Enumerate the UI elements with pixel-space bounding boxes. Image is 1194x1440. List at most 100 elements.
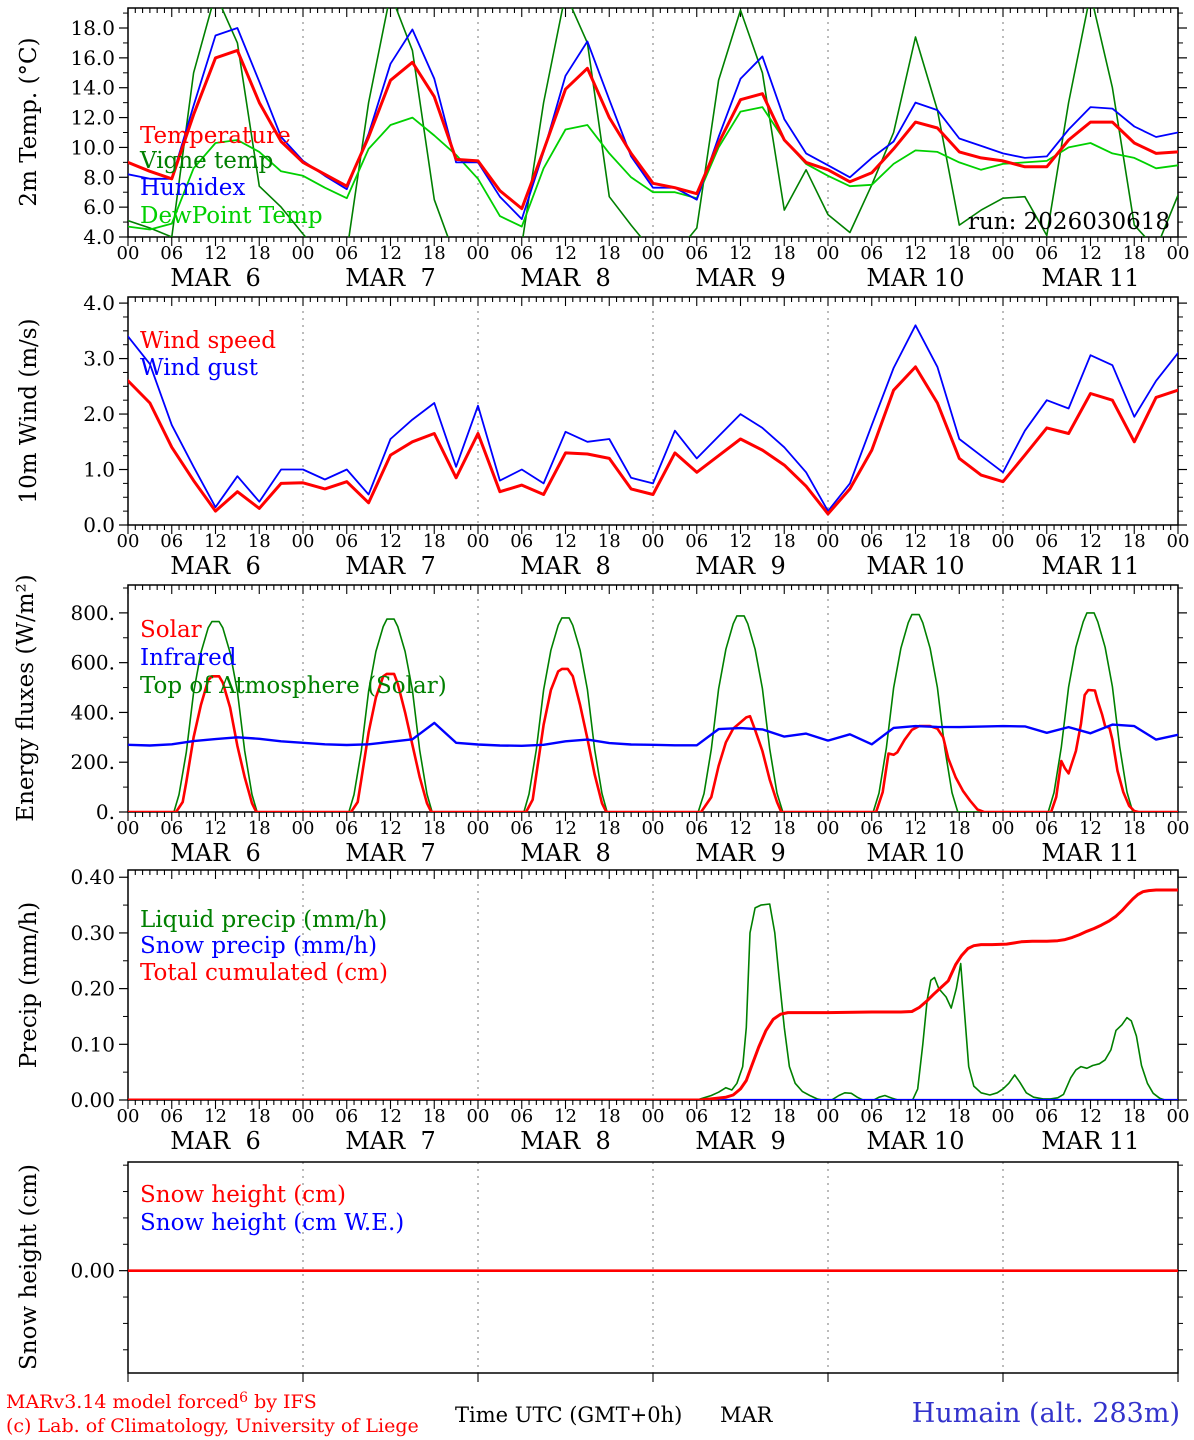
hour-label: 18 — [948, 243, 971, 264]
hour-label: 18 — [773, 243, 796, 264]
hour-label: 06 — [1035, 1106, 1058, 1127]
y-axis-label-temp: 2m Temp. (°C) — [16, 37, 42, 206]
y-tick-label: 0.00 — [70, 1088, 115, 1112]
day-label: MAR 6 — [170, 839, 261, 867]
y-axis-label-wind: 10m Wind (m/s) — [16, 318, 42, 503]
hour-label: 12 — [379, 243, 402, 264]
day-label: MAR 8 — [520, 264, 611, 292]
hour-label: 00 — [292, 243, 315, 264]
y-tick-label: 800. — [70, 601, 115, 625]
legend-vigne-temp: Vigne temp — [139, 148, 273, 174]
hour-label: 06 — [510, 818, 533, 839]
panel-snow-height: 0.00 Snow height (cm)Snow height (cm W.E.… — [70, 1161, 1187, 1382]
day-label: MAR 11 — [1041, 264, 1139, 292]
panel-wind-10m: 4.03.02.01.00.000 06 12 18 00 06 12 18 00 06 12 18 0… — [83, 291, 1189, 580]
hour-label: 00 — [467, 1106, 490, 1127]
legend-liquid-precip-mm-h: Liquid precip (mm/h) — [140, 907, 387, 933]
y-tick-label: 400. — [70, 700, 115, 724]
day-label: MAR 9 — [695, 552, 786, 580]
series-total-cumulated — [128, 888, 1178, 1100]
hour-label: 18 — [598, 243, 621, 264]
day-label: MAR 8 — [520, 1127, 611, 1155]
hour-label: 12 — [1079, 818, 1102, 839]
day-label: MAR 11 — [1041, 839, 1139, 867]
hour-label: 18 — [423, 531, 446, 552]
hour-label: 00 — [292, 818, 315, 839]
panels-layer: 18.016.014.012.010.08.06.04.000 06 12 18 00 0… — [70, 7, 1189, 1382]
day-label: MAR 7 — [345, 264, 436, 292]
hour-label: 00 — [817, 531, 840, 552]
hour-label: 18 — [948, 1106, 971, 1127]
hour-label: 06 — [510, 243, 533, 264]
hour-label: 06 — [510, 1106, 533, 1127]
hour-label: 06 — [860, 531, 883, 552]
hour-label: 00 — [992, 531, 1015, 552]
hour-label: 12 — [204, 1106, 227, 1127]
y-tick-label: 16.0 — [70, 46, 115, 70]
series-wind-gust — [128, 324, 1178, 512]
hour-label: 00 — [292, 1106, 315, 1127]
hour-label: 18 — [598, 818, 621, 839]
legend-temperature: Temperature — [140, 123, 291, 149]
legend-humidex: Humidex — [140, 175, 245, 201]
hour-label: 18 — [948, 818, 971, 839]
series-solar — [128, 667, 1178, 812]
hour-label: 12 — [204, 243, 227, 264]
hour-label: 00 — [642, 1106, 665, 1127]
y-tick-label: 0. — [96, 800, 115, 824]
day-label: MAR 10 — [866, 839, 964, 867]
day-label: MAR 7 — [345, 839, 436, 867]
hour-label: 12 — [904, 1106, 927, 1127]
hour-label: 12 — [554, 531, 577, 552]
hour-label: 00 — [467, 243, 490, 264]
hour-label: 18 — [773, 818, 796, 839]
hour-label: 06 — [160, 818, 183, 839]
hour-label: 18 — [948, 531, 971, 552]
day-label: MAR 9 — [695, 1127, 786, 1155]
hour-label: 12 — [379, 531, 402, 552]
y-tick-label: 600. — [70, 651, 115, 675]
day-label: MAR 6 — [170, 1127, 261, 1155]
time-axis-caption: Time UTC (GMT+0h) — [455, 1403, 683, 1427]
hour-label: 12 — [204, 818, 227, 839]
y-tick-label: 4.0 — [83, 291, 115, 315]
hour-label: 06 — [685, 243, 708, 264]
hour-label: 12 — [904, 818, 927, 839]
series-layer — [128, 612, 1178, 812]
hour-label: 12 — [1079, 1106, 1102, 1127]
hour-label: 18 — [423, 243, 446, 264]
legend-total-cumulated-cm: Total cumulated (cm) — [140, 960, 388, 986]
hour-label: 06 — [160, 1106, 183, 1127]
hour-label: 12 — [379, 1106, 402, 1127]
y-tick-label: 4.0 — [83, 225, 115, 249]
hour-label: 00 — [817, 818, 840, 839]
hour-label: 06 — [685, 818, 708, 839]
hour-label: 06 — [1035, 531, 1058, 552]
panel-temp-2m: 18.016.014.012.010.08.06.04.000 06 12 18 00 0… — [70, 7, 1189, 292]
hour-label: 00 — [992, 243, 1015, 264]
y-axis-label-snow: Snow height (cm) — [16, 1164, 42, 1370]
hour-label: 12 — [904, 531, 927, 552]
hour-label: 12 — [204, 531, 227, 552]
hour-label: 18 — [1123, 243, 1146, 264]
legend-top-of-atmosphere-solar: Top of Atmosphere (Solar) — [140, 673, 447, 699]
y-tick-label: 12.0 — [70, 106, 115, 130]
station-caption: Humain (alt. 283m) — [911, 1398, 1180, 1429]
hour-label: 12 — [1079, 531, 1102, 552]
panel-energy-fluxes: 800.600.400.200.0.00 06 12 18 00 06 12 18 00 06 12… — [70, 584, 1189, 867]
y-tick-label: 6.0 — [83, 195, 115, 219]
hour-label: 12 — [729, 531, 752, 552]
hour-label: 00 — [292, 531, 315, 552]
day-label: MAR 6 — [170, 552, 261, 580]
y-tick-label: 1.0 — [83, 458, 115, 482]
hour-label: 18 — [248, 1106, 271, 1127]
day-label: MAR 7 — [345, 1127, 436, 1155]
hour-label: 06 — [160, 531, 183, 552]
credit-lab: (c) Lab. of Climatology, University of L… — [6, 1415, 419, 1437]
hour-label: 18 — [248, 243, 271, 264]
hour-label: 00 — [467, 531, 490, 552]
hour-label: 18 — [248, 531, 271, 552]
legend-dewpoint-temp: DewPoint Temp — [140, 203, 323, 229]
